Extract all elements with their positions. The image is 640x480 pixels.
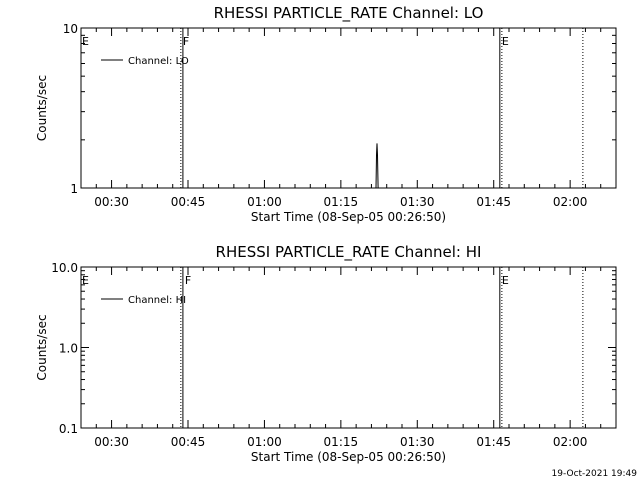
legend-label: Channel: HI — [128, 295, 186, 306]
event-label: F — [185, 274, 191, 287]
event-label: E — [502, 274, 509, 287]
x-tick-label: 00:45 — [171, 435, 206, 449]
legend: Channel: HI — [101, 295, 186, 306]
y-tick-label: 1.0 — [59, 342, 78, 356]
x-tick-label: 01:45 — [476, 195, 511, 209]
event-label: F — [183, 35, 189, 48]
x-tick-label: 02:00 — [553, 195, 588, 209]
x-tick-label: 00:45 — [171, 195, 206, 209]
x-tick-label: 01:15 — [324, 435, 359, 449]
chart-title: RHESSI PARTICLE_RATE Channel: HI — [216, 243, 482, 262]
edge-label: E — [82, 274, 89, 287]
chart-title: RHESSI PARTICLE_RATE Channel: LO — [214, 4, 484, 23]
x-axis-label: Start Time (08-Sep-05 00:26:50) — [251, 450, 446, 464]
hi-panel: RHESSI PARTICLE_RATE Channel: HI 00:30 00:… — [35, 243, 617, 464]
timestamp: 19-Oct-2021 19:49 — [552, 469, 638, 479]
x-tick-label: 00:30 — [94, 195, 129, 209]
y-axis-label: Counts/sec — [35, 314, 49, 380]
y-tick-label: 1 — [70, 182, 78, 196]
x-tick-label: 01:00 — [247, 435, 282, 449]
lo-panel: RHESSI PARTICLE_RATE Channel: LO 00:30 00:… — [35, 4, 617, 224]
y-tick-label: 10 — [63, 22, 78, 36]
legend-label: Channel: LO — [128, 56, 189, 67]
edge-label: E — [82, 35, 89, 48]
x-tick-label: 00:30 — [94, 435, 129, 449]
x-tick-label: 01:30 — [400, 435, 435, 449]
event-label: E — [502, 35, 509, 48]
x-tick-label: 01:45 — [476, 435, 511, 449]
x-tick-label: 01:15 — [324, 195, 359, 209]
x-tick-label: 02:00 — [553, 435, 588, 449]
y-tick-label: 0.1 — [59, 422, 78, 436]
x-tick-label: 01:00 — [247, 195, 282, 209]
y-tick-label: 10.0 — [51, 261, 78, 275]
y-axis-label: Counts/sec — [35, 75, 49, 141]
x-axis-label: Start Time (08-Sep-05 00:26:50) — [251, 210, 446, 224]
legend: Channel: LO — [101, 56, 189, 67]
x-tick-label: 01:30 — [400, 195, 435, 209]
series-line — [375, 143, 379, 189]
plot-frame — [80, 27, 617, 189]
